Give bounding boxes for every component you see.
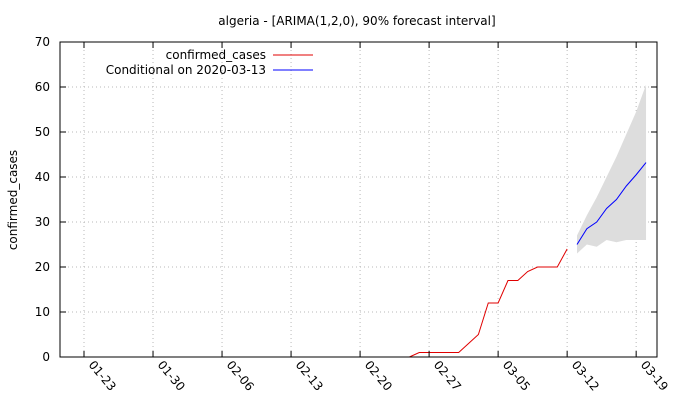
forecast-interval-area <box>577 84 647 254</box>
y-tick-label: 70 <box>35 35 50 49</box>
x-tick-label: 02-13 <box>293 358 326 394</box>
plot-border <box>59 41 658 358</box>
series-line-1 <box>576 162 647 245</box>
x-tick-label: 03-05 <box>500 358 533 394</box>
x-tick-label: 02-20 <box>362 358 395 394</box>
x-tick-label: 03-12 <box>569 358 602 394</box>
x-tick-label: 02-06 <box>224 358 257 394</box>
y-tick-label: 50 <box>35 125 50 139</box>
x-tick-label: 01-30 <box>155 358 188 394</box>
x-tick-label: 01-23 <box>86 358 119 394</box>
y-axis-ticks: 0 10 20 30 40 50 60 70 <box>35 35 657 364</box>
series-line-0 <box>409 248 568 358</box>
y-tick-label: 10 <box>35 305 50 319</box>
y-tick-label: 20 <box>35 260 50 274</box>
chart-title: algeria - [ARIMA(1,2,0), 90% forecast in… <box>218 14 495 28</box>
legend-label: confirmed_cases <box>166 48 266 62</box>
x-tick-label: 02-27 <box>431 358 464 394</box>
x-tick-label: 03-19 <box>638 358 671 394</box>
y-tick-label: 0 <box>42 350 50 364</box>
y-axis-label: confirmed_cases <box>6 150 20 250</box>
legend-label: Conditional on 2020-03-13 <box>106 63 266 77</box>
y-tick-label: 40 <box>35 170 50 184</box>
forecast-interval-band <box>577 84 647 254</box>
series-lines <box>409 162 647 358</box>
y-tick-label: 30 <box>35 215 50 229</box>
grid-lines <box>60 42 657 357</box>
x-axis-ticks: 01-23 01-30 02-06 02-13 02-20 02-27 03-05 03-12… <box>83 42 671 394</box>
plot-frame <box>59 41 658 358</box>
y-tick-label: 60 <box>35 80 50 94</box>
